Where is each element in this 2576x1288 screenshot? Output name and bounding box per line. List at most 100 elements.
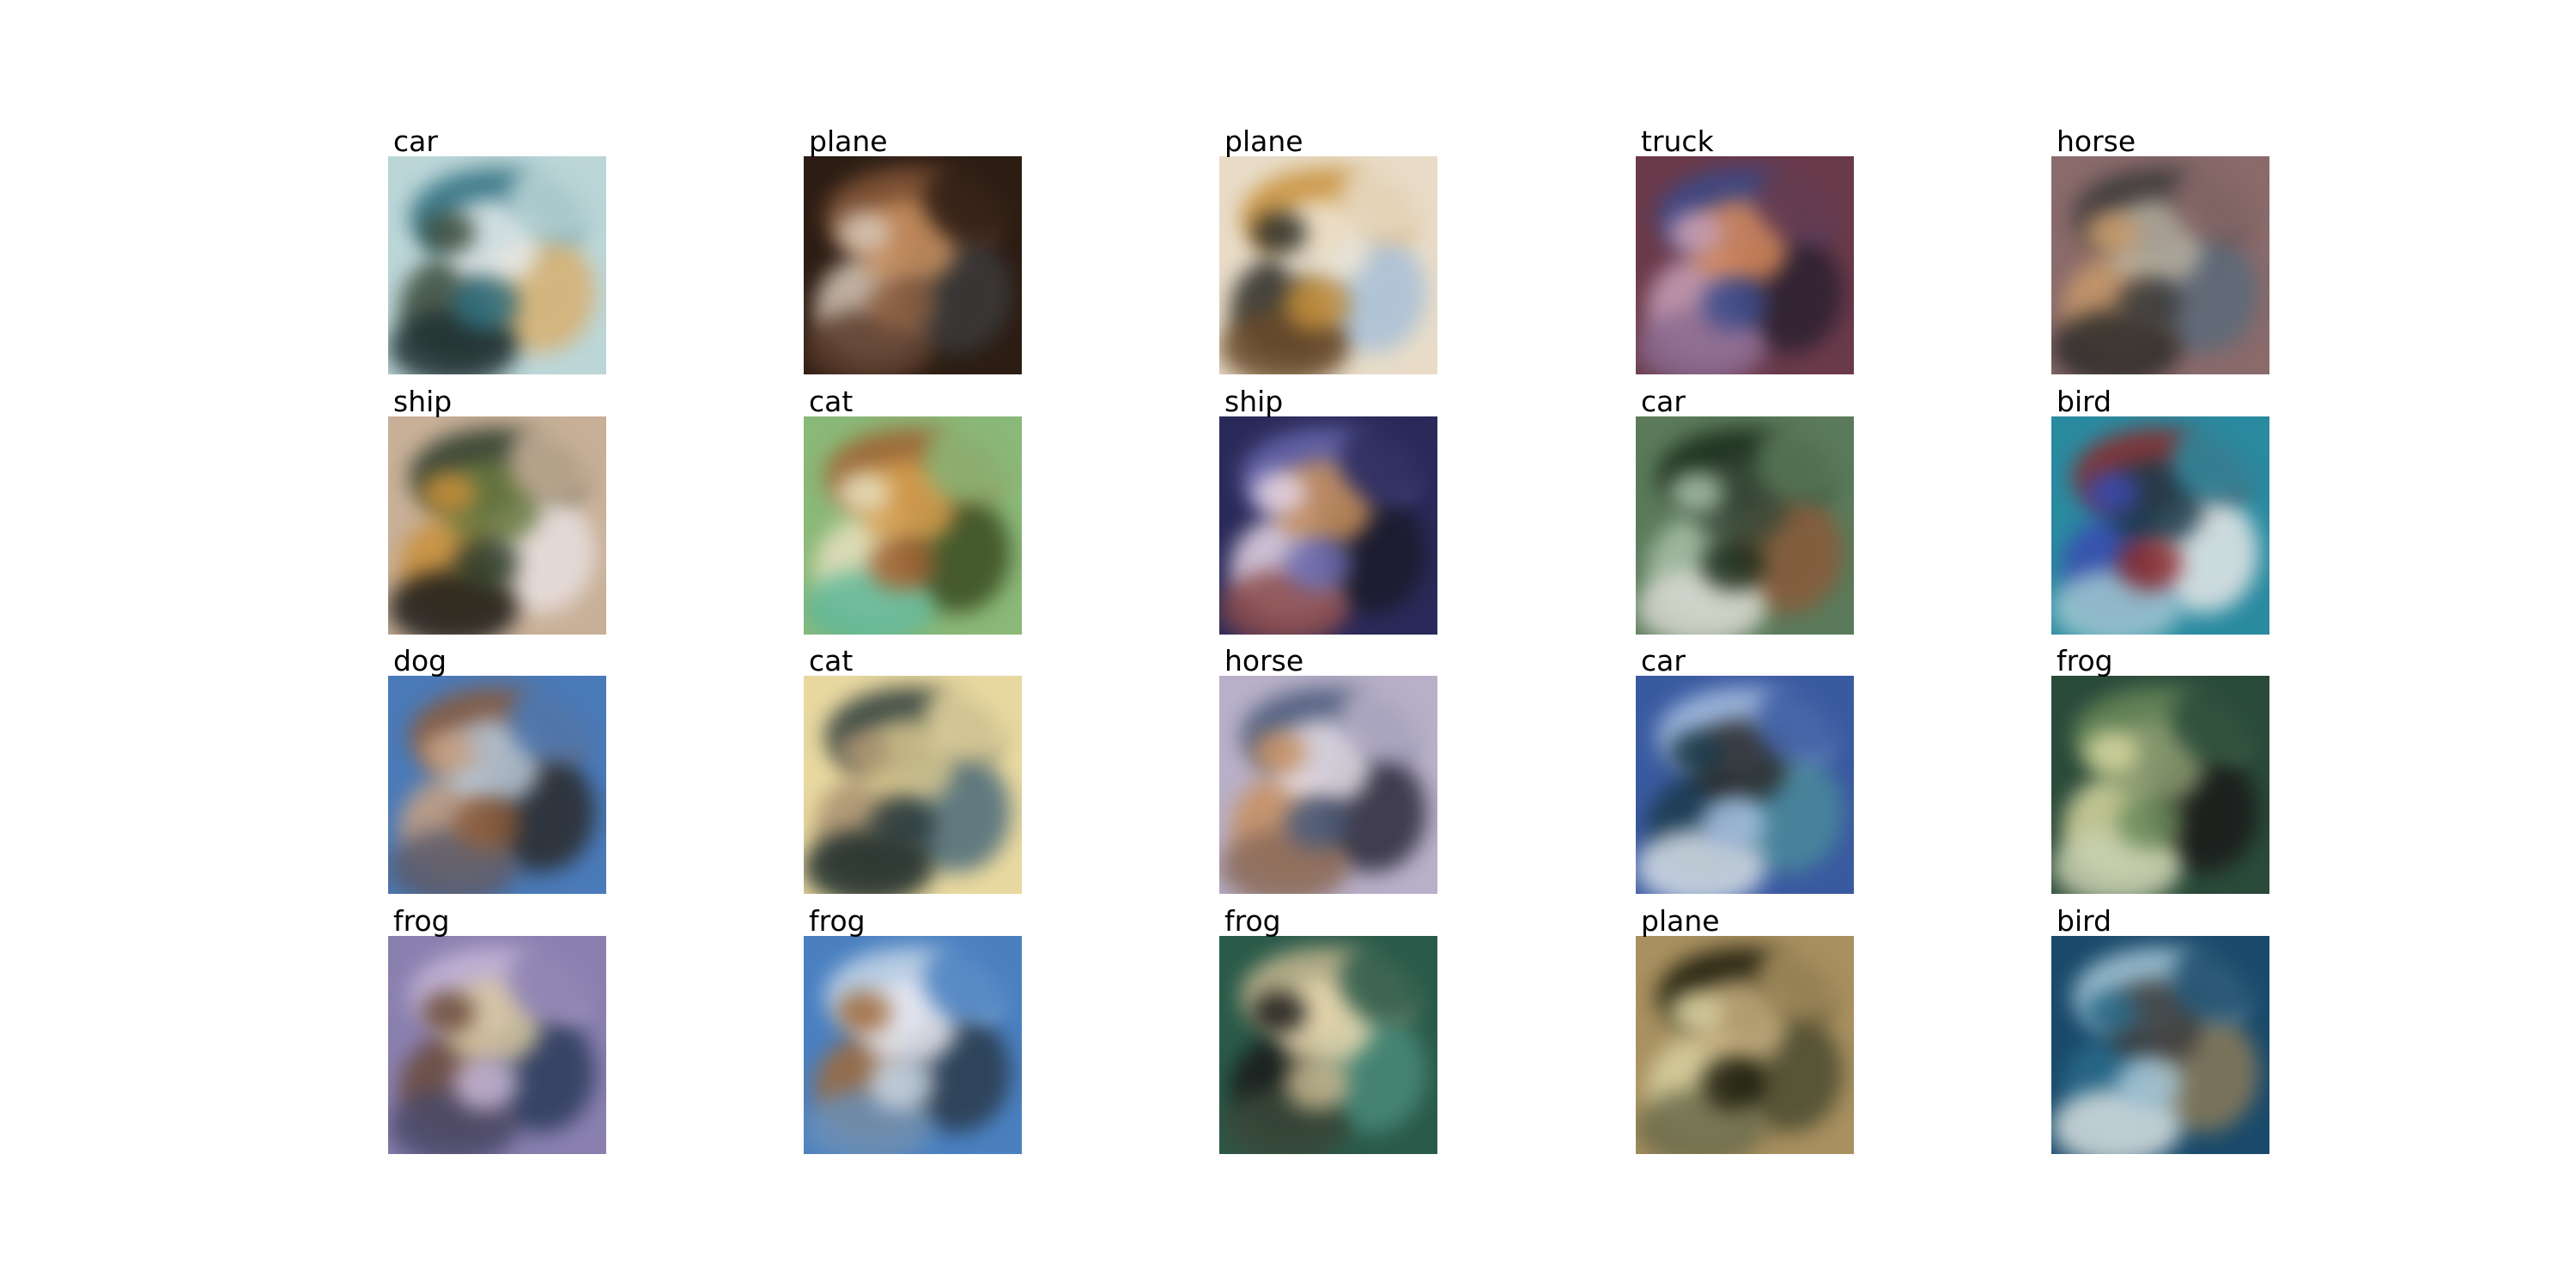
image-label: dog — [388, 647, 459, 676]
image-patch — [836, 730, 891, 775]
image-label: horse — [2051, 127, 2148, 156]
image-patch — [869, 536, 935, 592]
image-patch — [1668, 471, 1723, 515]
image-patch — [1755, 936, 1854, 1024]
image-tile: ship — [388, 387, 606, 635]
blurred-image — [804, 936, 1022, 1154]
image-patch — [2171, 416, 2269, 504]
blurred-image — [1219, 416, 1437, 635]
blurred-image — [804, 416, 1022, 635]
image-patch — [2117, 276, 2183, 331]
image-label: bird — [2051, 907, 2124, 936]
blurred-image — [1636, 156, 1854, 374]
image-tile: car — [1636, 387, 1854, 635]
image-patch — [507, 936, 606, 1024]
blurred-image — [388, 156, 606, 374]
image-patch — [1252, 990, 1307, 1035]
image-patch — [453, 276, 519, 331]
blurred-image — [388, 676, 606, 894]
image-patch — [2084, 730, 2139, 775]
image-patch — [1252, 730, 1307, 775]
image-patch — [1701, 1055, 1767, 1111]
image-patch — [507, 676, 606, 763]
image-tile: car — [388, 127, 606, 374]
image-patch — [1252, 210, 1307, 255]
image-tile: dog — [388, 647, 606, 894]
image-patch — [2117, 536, 2183, 592]
image-patch — [2084, 210, 2139, 255]
image-tile: plane — [1636, 907, 1854, 1154]
image-patch — [836, 210, 891, 255]
blurred-image — [388, 936, 606, 1154]
image-patch — [1285, 1055, 1351, 1111]
image-patch — [923, 676, 1022, 763]
image-patch — [421, 730, 476, 775]
image-label: truck — [1636, 127, 1726, 156]
image-label: car — [1636, 387, 1698, 416]
blurred-image — [388, 416, 606, 635]
image-patch — [453, 1055, 519, 1111]
blurred-image — [1219, 156, 1437, 374]
image-tile: ship — [1219, 387, 1437, 635]
image-patch — [1755, 676, 1854, 763]
blurred-image — [2051, 936, 2269, 1154]
image-patch — [421, 990, 476, 1035]
blurred-image — [804, 156, 1022, 374]
image-patch — [2084, 471, 2139, 515]
image-patch — [1339, 156, 1437, 244]
image-patch — [1285, 795, 1351, 851]
image-label: plane — [1219, 127, 1315, 156]
image-patch — [869, 1055, 935, 1111]
image-patch — [1755, 416, 1854, 504]
image-patch — [507, 416, 606, 504]
image-patch — [1668, 990, 1723, 1035]
image-tile: bird — [2051, 387, 2269, 635]
image-patch — [2117, 795, 2183, 851]
image-tile: frog — [804, 907, 1022, 1154]
blurred-image — [1219, 676, 1437, 894]
image-patch — [2171, 676, 2269, 763]
blurred-image — [1636, 416, 1854, 635]
image-tile: frog — [1219, 907, 1437, 1154]
image-tile: truck — [1636, 127, 1854, 374]
image-patch — [1701, 536, 1767, 592]
blurred-image — [1219, 936, 1437, 1154]
image-tile: horse — [2051, 127, 2269, 374]
image-tile: plane — [804, 127, 1022, 374]
image-patch — [2084, 990, 2139, 1035]
blurred-image — [804, 676, 1022, 894]
image-patch — [1285, 536, 1351, 592]
image-patch — [1668, 210, 1723, 255]
image-label: ship — [388, 387, 465, 416]
image-patch — [1339, 676, 1437, 763]
blurred-image — [2051, 676, 2269, 894]
image-tile: frog — [388, 907, 606, 1154]
blurred-image — [2051, 156, 2269, 374]
image-patch — [1701, 276, 1767, 331]
image-patch — [421, 210, 476, 255]
image-patch — [453, 536, 519, 592]
image-label: car — [388, 127, 450, 156]
image-tile: plane — [1219, 127, 1437, 374]
image-label: frog — [2051, 647, 2125, 676]
image-patch — [2117, 1055, 2183, 1111]
image-patch — [2171, 936, 2269, 1024]
image-patch — [836, 990, 891, 1035]
image-tile: bird — [2051, 907, 2269, 1154]
image-patch — [507, 156, 606, 244]
image-label: bird — [2051, 387, 2124, 416]
image-patch — [1668, 730, 1723, 775]
image-patch — [1701, 795, 1767, 851]
image-label: cat — [804, 647, 866, 676]
image-patch — [836, 471, 891, 515]
image-patch — [1339, 936, 1437, 1024]
image-patch — [1285, 276, 1351, 331]
image-patch — [923, 156, 1022, 244]
image-patch — [1755, 156, 1854, 244]
blurred-image — [1636, 676, 1854, 894]
blurred-image — [2051, 416, 2269, 635]
image-patch — [923, 936, 1022, 1024]
image-patch — [923, 416, 1022, 504]
image-patch — [453, 795, 519, 851]
